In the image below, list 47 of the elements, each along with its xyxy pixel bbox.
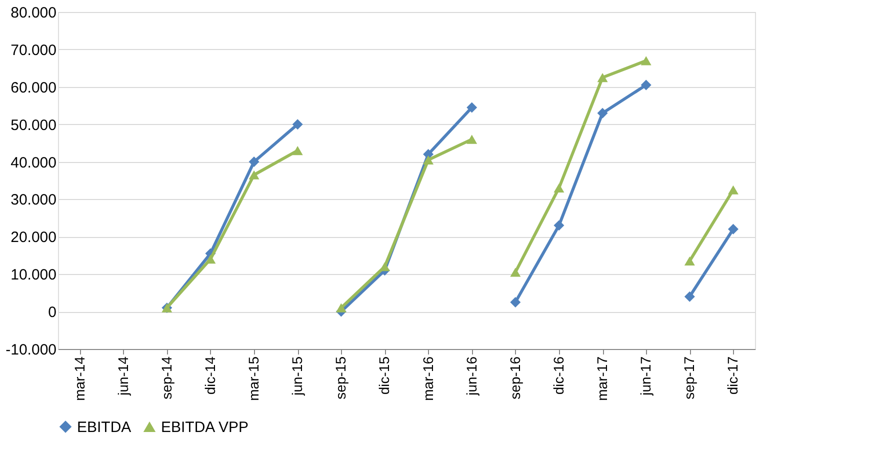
point	[684, 291, 695, 302]
point	[292, 146, 303, 156]
point	[248, 170, 260, 180]
point	[640, 80, 652, 90]
point	[510, 296, 521, 308]
point	[640, 56, 652, 66]
x-tick-label: mar-14	[71, 356, 88, 401]
point	[292, 119, 303, 130]
x-tick-label: sep-14	[158, 356, 174, 400]
point	[728, 224, 738, 234]
x-tick-label: dic-16	[550, 356, 566, 395]
point	[248, 156, 260, 168]
x-tick-label: mar-15	[246, 356, 262, 401]
point	[423, 155, 434, 164]
legend-label: EBITDA	[77, 418, 132, 436]
point	[597, 72, 608, 82]
x-tick-label: sep-17	[681, 356, 698, 400]
y-tick-label: 20.000	[10, 229, 56, 246]
point	[336, 303, 346, 312]
y-tick-label: 70.000	[10, 42, 56, 59]
y-tick-label: 50.000	[10, 116, 56, 134]
point	[554, 220, 564, 231]
x-tick-label: sep-15	[332, 356, 349, 400]
legend-label: EBITDA VPP	[161, 418, 249, 436]
y-tick-label: 40.000	[10, 154, 56, 172]
x-tick-label: mar-17	[594, 356, 610, 401]
x-tick-label: sep-16	[506, 356, 523, 400]
x-tick-label: dic-14	[202, 356, 218, 395]
y-tick-label: -10.000	[6, 342, 56, 358]
x-tick-label: dic-15	[376, 356, 392, 395]
point	[205, 254, 216, 264]
x-tick-label: dic-17	[724, 356, 741, 395]
y-tick-label: 10.000	[10, 266, 56, 284]
x-tick-label: mar-16	[420, 356, 436, 401]
y-tick-label: 60.000	[10, 79, 56, 96]
x-tick-label: jun-16	[463, 356, 480, 396]
y-tick-label: 80.000	[10, 4, 56, 22]
point	[510, 268, 521, 277]
y-tick-label: 30.000	[10, 192, 56, 209]
y-tick-label: 0	[48, 304, 56, 322]
x-tick-label: jun-15	[289, 356, 306, 396]
x-tick-label: jun-17	[638, 356, 654, 396]
point	[597, 108, 608, 118]
point	[466, 102, 478, 113]
point	[466, 134, 478, 144]
x-tick-label: jun-14	[114, 356, 131, 396]
point	[554, 183, 564, 193]
